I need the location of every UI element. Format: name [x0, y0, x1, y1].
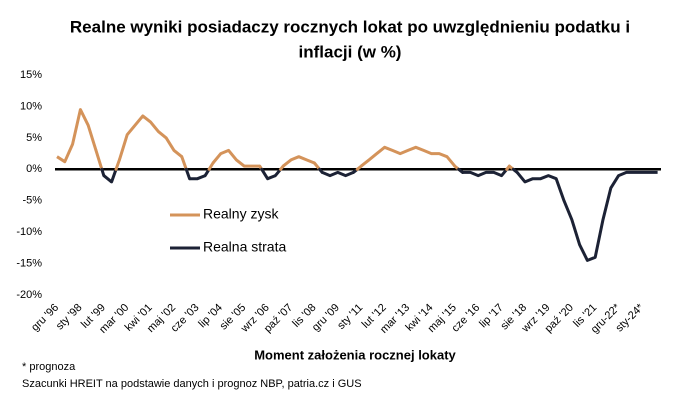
- y-tick-label: 5%: [26, 132, 42, 144]
- series-line: [57, 110, 509, 167]
- y-tick-label: 15%: [20, 69, 42, 81]
- y-tick-label: -15%: [16, 257, 42, 269]
- series-connector: [207, 161, 215, 171]
- y-tick-label: -5%: [22, 195, 42, 207]
- source-note: Szacunki HREIT na podstawie danych i pro…: [22, 378, 362, 390]
- series-connector: [511, 167, 519, 174]
- series-connector: [355, 164, 363, 171]
- chart-title: Realne wyniki posiadaczy rocznych lokat …: [70, 17, 630, 36]
- chart-title: inflacji (w %): [299, 42, 402, 61]
- series-connector: [318, 167, 324, 174]
- y-tick-label: -20%: [16, 289, 42, 301]
- x-axis-title: Moment założenia rocznej lokaty: [254, 347, 456, 362]
- y-tick-label: 0%: [26, 163, 42, 175]
- y-tick-label: -10%: [16, 226, 42, 238]
- y-tick-label: 10%: [20, 100, 42, 112]
- footnote: * prognoza: [22, 361, 76, 373]
- x-tick-label: sty '98: [54, 302, 85, 333]
- series-connector: [180, 155, 188, 171]
- series-connector: [94, 148, 104, 171]
- series-line: [102, 170, 658, 262]
- series-connector: [114, 158, 121, 171]
- series-connector: [100, 167, 106, 178]
- series-connector: [260, 167, 270, 181]
- x-tick-label: sty '11: [335, 302, 365, 332]
- series-connector: [457, 167, 465, 174]
- series-connector: [110, 167, 118, 184]
- series-connector: [184, 167, 192, 181]
- legend-label: Realny zysk: [203, 206, 279, 222]
- series-connector: [279, 164, 285, 171]
- x-tick-label: gru '96: [29, 302, 61, 334]
- legend-label: Realna strata: [203, 239, 286, 255]
